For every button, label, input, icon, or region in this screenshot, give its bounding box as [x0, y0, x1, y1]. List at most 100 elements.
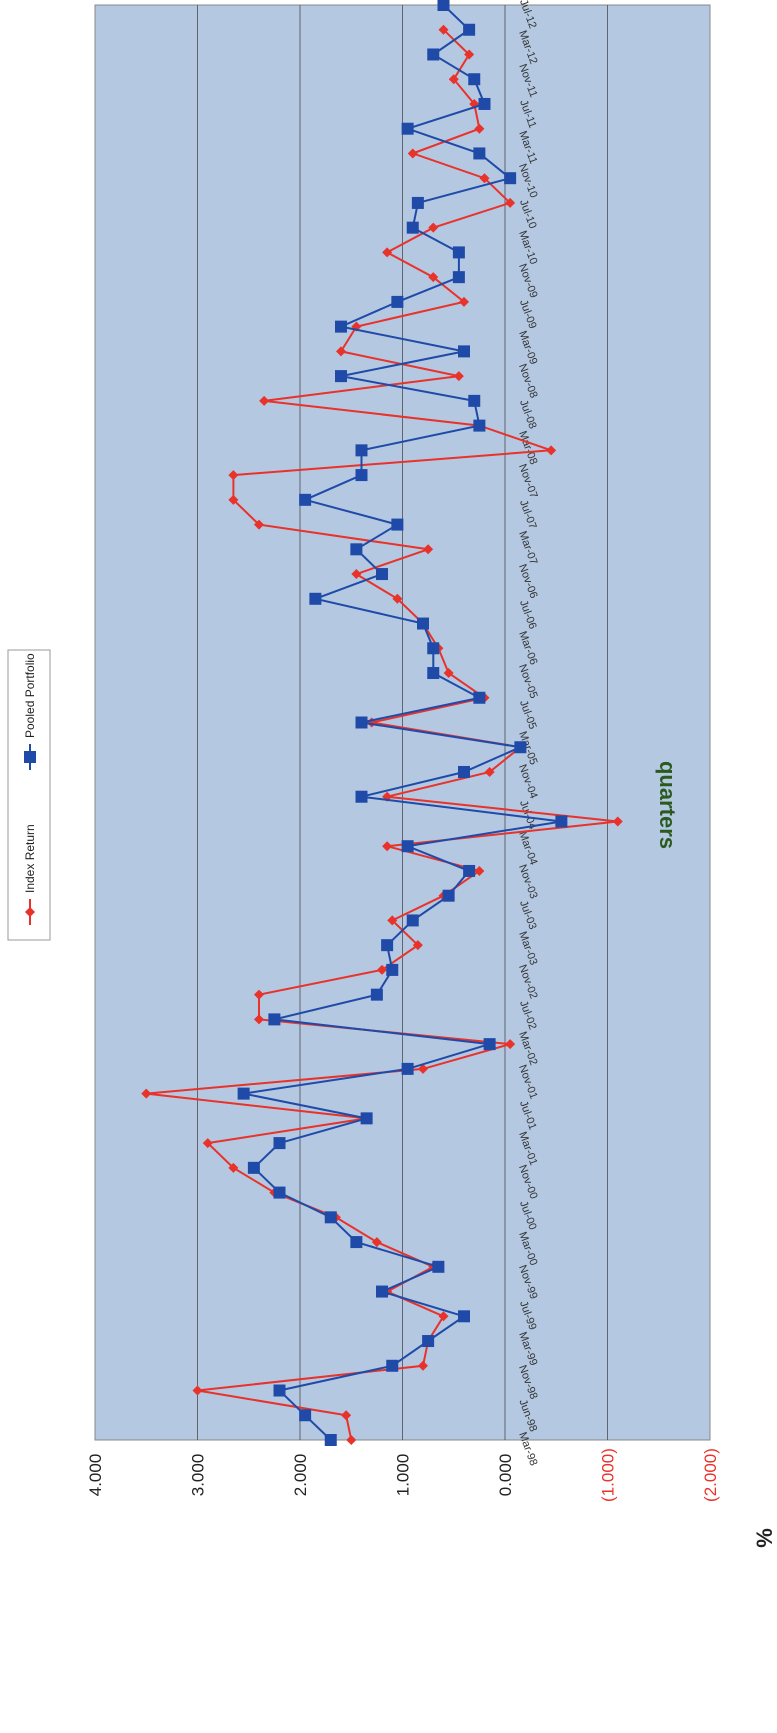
- data-point: [474, 123, 485, 134]
- data-point: [452, 271, 465, 284]
- data-point: [427, 48, 440, 61]
- data-point: [228, 1162, 239, 1173]
- data-point: [371, 1237, 382, 1248]
- data-point: [478, 97, 491, 110]
- data-point: [386, 1359, 399, 1372]
- data-point: [376, 1285, 388, 1298]
- data-point: [141, 1088, 152, 1099]
- data-point: [427, 667, 440, 680]
- series-pooled-portfolio: [237, 0, 568, 1446]
- data-point: [468, 73, 481, 86]
- data-point: [259, 395, 270, 406]
- data-point: [382, 841, 393, 852]
- data-point: [273, 1186, 286, 1199]
- data-point: [438, 24, 449, 35]
- data-point: [324, 1211, 337, 1224]
- data-point: [473, 691, 486, 704]
- data-point: [382, 247, 393, 258]
- data-point: [407, 148, 418, 159]
- legend-marker: [24, 751, 36, 763]
- data-point: [401, 840, 414, 853]
- data-point: [392, 593, 403, 604]
- data-point: [422, 1335, 435, 1348]
- data-point: [228, 470, 239, 481]
- data-point: [418, 1063, 428, 1074]
- data-point: [448, 74, 459, 85]
- data-point: [351, 569, 362, 580]
- data-point: [463, 23, 476, 36]
- data-point: [463, 864, 476, 877]
- data-point: [458, 765, 470, 778]
- data-point: [458, 345, 470, 358]
- data-point: [376, 568, 388, 581]
- data-point: [299, 1409, 312, 1422]
- data-point: [247, 1161, 260, 1174]
- data-point: [381, 939, 394, 952]
- data-point: [335, 320, 347, 333]
- data-point: [346, 1435, 357, 1445]
- data-point: [423, 544, 434, 555]
- series-layer: [141, 0, 623, 1446]
- data-point: [324, 1434, 337, 1446]
- y-tick-label: (1.000): [599, 1448, 618, 1502]
- y-tick-label: 3.000: [189, 1454, 208, 1497]
- data-point: [479, 173, 490, 184]
- data-point: [360, 1112, 373, 1125]
- data-point: [411, 196, 424, 209]
- data-point: [299, 493, 312, 506]
- data-point: [427, 642, 440, 655]
- data-point: [464, 49, 475, 60]
- legend: Index Return Pooled Portfolio: [7, 649, 51, 941]
- data-point: [370, 988, 383, 1001]
- data-point: [417, 617, 429, 630]
- data-point: [483, 1038, 496, 1051]
- data-point: [546, 445, 557, 456]
- y-tick-label: 0.000: [496, 1454, 515, 1497]
- legend-item: Index Return: [23, 824, 37, 925]
- data-point: [505, 1039, 516, 1050]
- data-point: [555, 815, 568, 828]
- data-point: [391, 295, 404, 308]
- data-point: [443, 668, 454, 679]
- data-point: [406, 221, 419, 234]
- data-point: [254, 989, 264, 1000]
- y-axis-ticks: 4.000 3.000 2.000 1.000 0.000 (1.000) (2.000): [86, 1448, 720, 1502]
- data-point: [237, 1087, 250, 1100]
- data-point: [386, 963, 399, 976]
- data-point: [228, 494, 239, 505]
- data-point: [401, 1062, 414, 1075]
- data-point: [335, 370, 347, 383]
- data-point: [428, 272, 439, 283]
- data-point: [438, 1311, 449, 1322]
- x-axis-label: quarters: [655, 761, 680, 849]
- data-point: [458, 1310, 470, 1323]
- data-point: [268, 1013, 281, 1026]
- data-point: [341, 1410, 352, 1421]
- data-point: [474, 865, 485, 876]
- data-point: [350, 543, 363, 556]
- data-point: [355, 469, 368, 482]
- data-point: [612, 816, 623, 827]
- y-tick-label: (2.000): [701, 1448, 720, 1502]
- y-tick-label: 2.000: [291, 1454, 310, 1497]
- data-point: [452, 246, 465, 259]
- data-point: [504, 172, 517, 185]
- y-tick-label: 4.000: [86, 1454, 105, 1497]
- data-point: [391, 518, 404, 531]
- data-point: [459, 296, 469, 307]
- data-point: [412, 940, 423, 951]
- data-point: [453, 371, 464, 382]
- y-axis-label: %: [752, 1528, 777, 1548]
- data-point: [505, 197, 516, 208]
- data-point: [355, 790, 368, 803]
- data-point: [473, 419, 486, 432]
- data-point: [484, 766, 495, 777]
- legend-label: Pooled Portfolio: [23, 653, 37, 738]
- data-point: [432, 1260, 445, 1273]
- data-point: [254, 519, 264, 530]
- data-point: [202, 1138, 213, 1149]
- data-point: [442, 889, 455, 902]
- legend-box: [7, 649, 51, 941]
- data-point: [355, 716, 368, 729]
- data-point: [350, 1236, 363, 1249]
